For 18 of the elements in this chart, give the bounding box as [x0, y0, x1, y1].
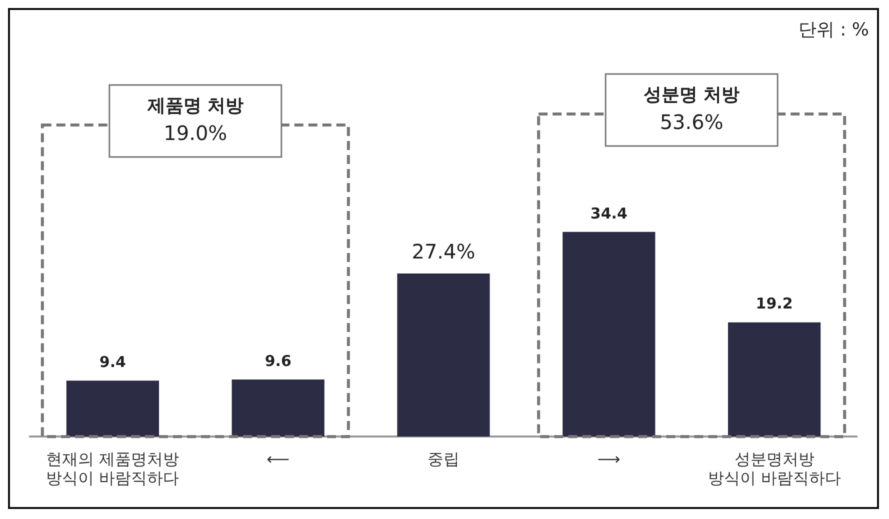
data-label: 34.4: [590, 204, 628, 222]
data-label: 27.4%: [412, 240, 476, 264]
x-tick-label: ⟵: [266, 449, 290, 468]
text: 단위 : %: [798, 20, 869, 41]
bar: [232, 379, 324, 437]
bar: [562, 232, 656, 437]
data-label: 9.4: [99, 353, 126, 372]
bar: [397, 274, 490, 437]
x-tick-label: 현재의 제품명처방 방식이 바람직하다: [46, 449, 180, 488]
bar: [728, 322, 821, 437]
text: 성분명 처방 53.6%: [643, 84, 740, 134]
data-label: 19.2: [756, 294, 793, 313]
x-tick-label: 중립: [428, 449, 460, 468]
bar: [66, 380, 160, 437]
data-label: 9.6: [264, 352, 292, 370]
text: 제품명 처방 19.0%: [146, 96, 244, 146]
x-tick-label: 성분명처방 방식이 바람직하다: [708, 449, 841, 488]
x-tick-label: ⟶: [597, 449, 620, 468]
